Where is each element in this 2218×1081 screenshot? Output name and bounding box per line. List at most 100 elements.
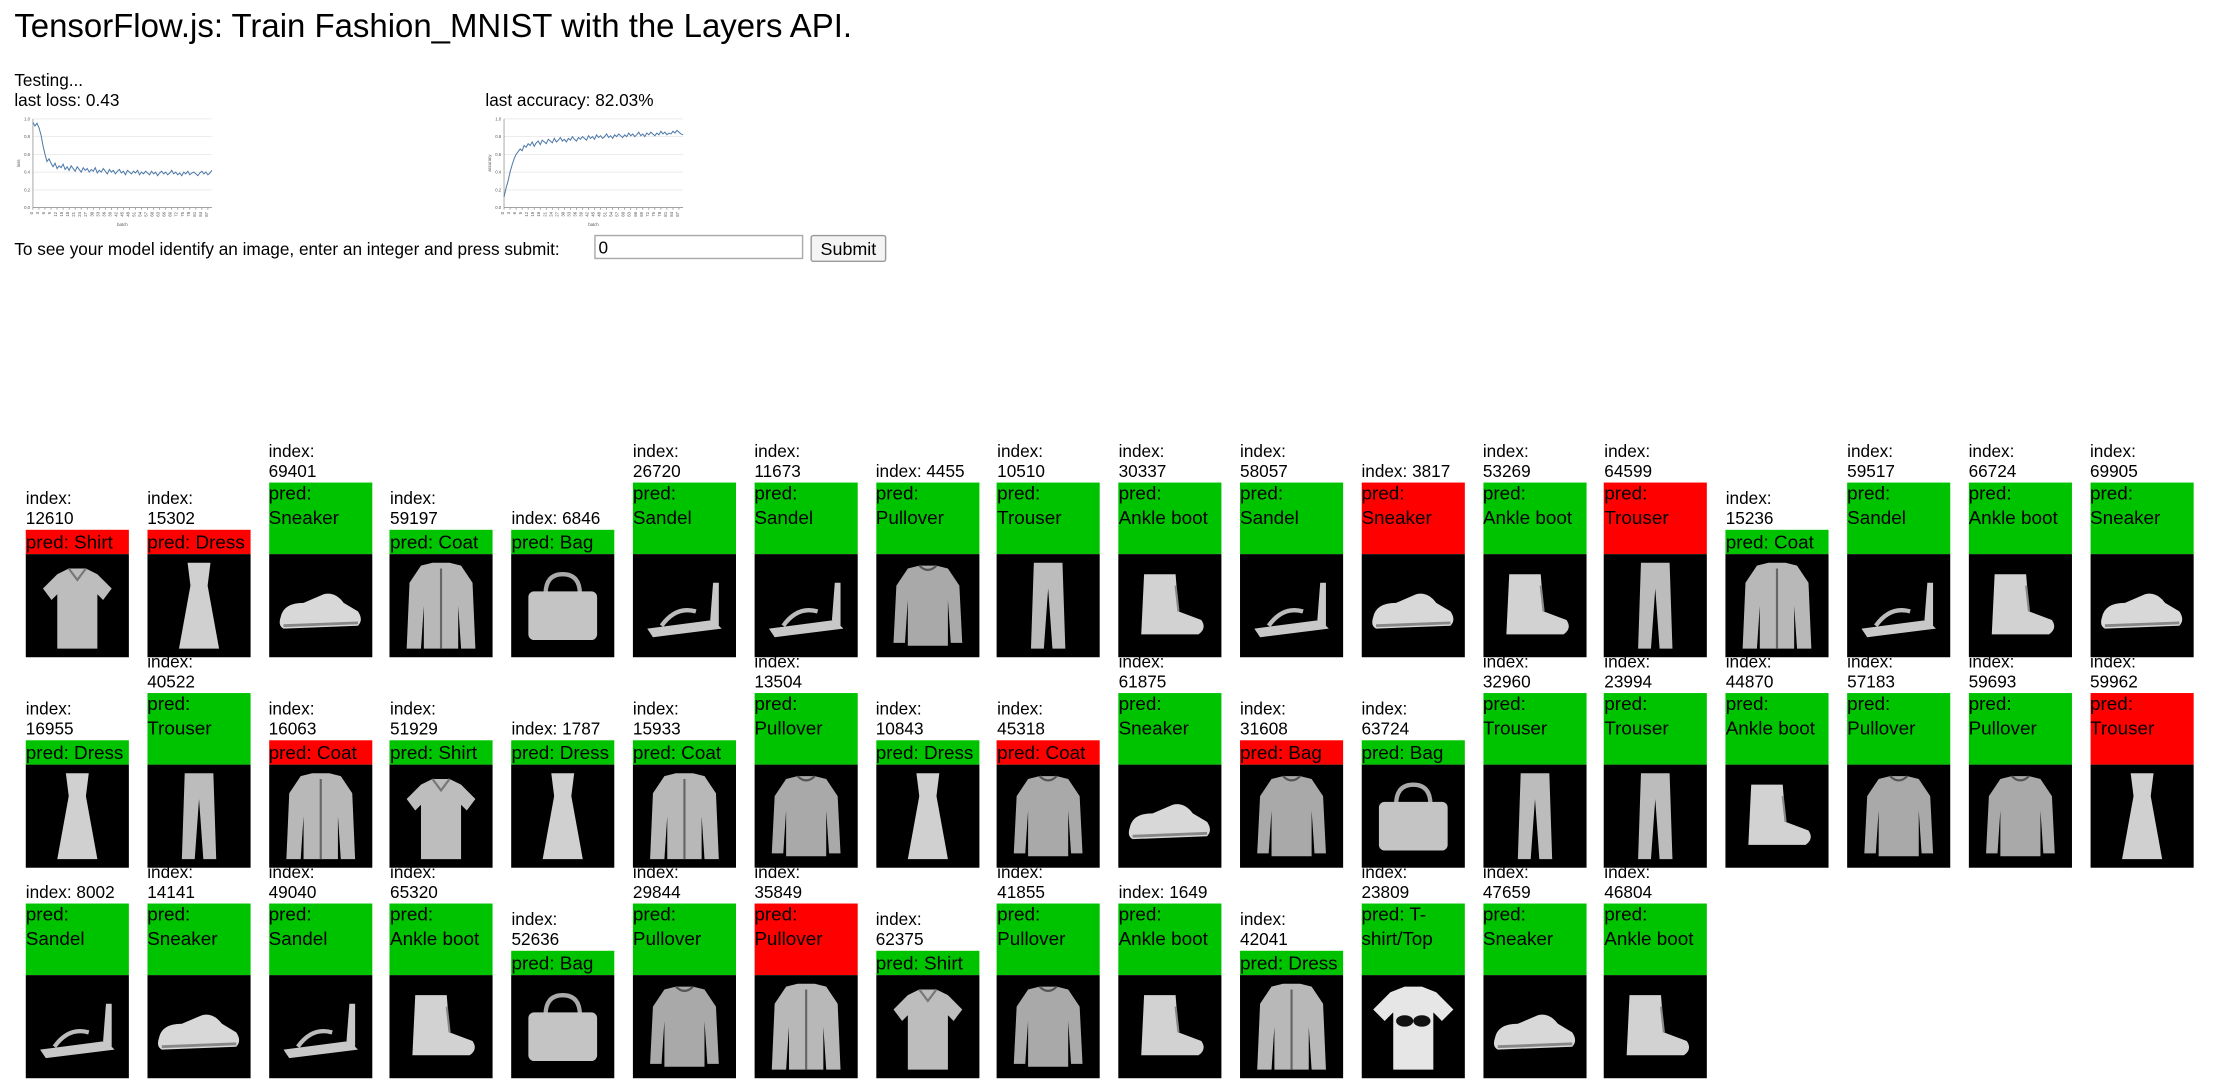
status-text: Testing... [14,70,84,91]
card-image-boot [1968,554,2072,658]
card-index-label: index: 29844 [632,862,681,903]
y-tick-label: 0.4 [495,170,502,175]
card-pred-label: pred: Trouser [1604,693,1708,765]
x-tick-label: 84 [198,211,203,216]
card-index-label: index: 13504 [754,652,803,692]
card-pred-label: pred: Trouser [2089,693,2194,765]
card-pred-label: pred: Dress [511,740,615,765]
card-pred-label: pred: Dress [147,529,251,555]
x-tick-label: 51 [131,211,136,216]
x-tick-label: 9 [47,211,52,214]
y-tick-label: 0.6 [24,152,31,157]
card-index-label: index: 16063 [268,699,317,740]
card-index-label: index: 15933 [632,699,681,740]
card-pred-label: pred: Pullover [1968,693,2072,765]
x-tick-label: 75 [651,211,656,216]
card-index-label: index: 23994 [1604,652,1653,692]
card-image-sandal [1240,554,1344,658]
x-tick-label: 60 [621,211,626,216]
card-pred-label: pred: Coat [1725,529,1829,555]
card-index-label: index: 59517 [1847,441,1895,482]
card-index-label: index: 51929 [390,699,438,740]
x-tick-label: 24 [77,211,82,216]
card-index-label: index: 14141 [147,862,195,903]
card-image-boot [1725,764,1829,868]
x-tick-label: 30 [560,211,565,216]
y-tick-label: 0.8 [495,134,502,139]
x-tick-label: 39 [107,211,112,216]
card-pred-label: pred: Sandel [632,482,736,555]
card-image-sneaker [1482,975,1586,1079]
card-index-label: index: 11673 [754,441,801,482]
card-image-dress [25,764,129,868]
x-tick-label: 78 [657,211,662,216]
x-tick-label: 6 [41,211,46,214]
card-pred-label: pred: Trouser [1482,693,1586,765]
x-tick-label: 24 [548,211,553,216]
card-image-dress [875,764,979,868]
y-tick-label: 0.2 [495,187,502,192]
series-line-loss [32,122,213,177]
x-tick-label: 72 [174,211,179,216]
card-index-label: index: 4455 [875,461,965,482]
card-index-label: index: 52636 [511,909,560,950]
card-image-sandal [268,975,372,1079]
card-image-dress [511,764,615,868]
card-index-label: index: 31608 [1240,699,1288,740]
card-pred-label: pred: Trouser [147,693,251,765]
x-tick-label: 15 [530,211,535,216]
card-index-label: index: 66724 [1968,441,2017,482]
card-image-bag [511,975,615,1079]
x-tick-label: 30 [89,211,94,216]
y-tick-label: 0.0 [24,205,31,210]
card-pred-label: pred: Sneaker [147,903,251,976]
x-tick-label: 36 [572,211,577,216]
image-index-input[interactable] [594,234,804,260]
card-image-tshirt [1361,975,1465,1079]
card-image-coat [1725,554,1829,658]
y-tick-label: 0.4 [24,170,31,175]
loss-chart: 0.00.20.40.60.81.00 3 6 9 12 15 18 21 24 27 30 33 36… [16,116,213,227]
y-tick-label: 0.2 [24,187,31,192]
card-pred-label: pred: Pullover [875,482,979,555]
card-pred-label: pred: Sneaker [1118,693,1222,765]
x-tick-label: 81 [663,211,668,216]
chart-grid [504,118,684,208]
card-pred-label: pred: Sneaker [2089,482,2194,555]
x-tick-label: 63 [156,211,161,216]
card-index-label: index: 6846 [511,508,601,529]
card-index-label: index: 61875 [1118,652,1167,692]
x-tick-label: 42 [113,211,118,216]
card-index-label: index: 69905 [2089,441,2138,482]
card-image-pullover [875,554,979,658]
card-image-coat [390,554,494,658]
card-pred-label: pred: Bag [1361,740,1465,765]
y-tick-label: 0.6 [495,152,502,157]
card-pred-label: pred: Ankle boot [1482,482,1586,555]
card-pred-label: pred: Pullover [632,903,736,976]
card-image-boot [1118,975,1222,1079]
card-index-label: index: 40522 [147,652,195,692]
x-tick-label: 66 [162,211,167,216]
card-index-label: index: 69401 [268,441,317,482]
y-tick-label: 0.0 [495,205,502,210]
x-tick-label: 54 [138,211,143,216]
submit-button[interactable]: Submit [810,234,887,263]
x-tick-label: 27 [554,211,559,216]
card-pred-label: pred: Coat [632,740,736,765]
card-pred-label: pred: Shirt [25,529,129,555]
card-pred-label: pred: Ankle boot [1118,903,1222,976]
card-image-sandal [632,554,736,658]
x-tick-label: 39 [578,211,583,216]
card-pred-label: pred: Sneaker [1482,903,1586,976]
x-tick-label: 57 [144,211,149,216]
card-index-label: index: 32960 [1482,652,1531,692]
card-image-sneaker [147,975,251,1079]
card-image-boot [1118,554,1222,658]
card-pred-label: pred: Ankle boot [390,903,494,976]
card-pred-label: pred: Pullover [754,903,858,976]
x-axis-label: batch [117,222,128,227]
card-image-sandal [25,975,129,1079]
x-tick-label: 78 [186,211,191,216]
card-image-trouser [1482,764,1586,868]
